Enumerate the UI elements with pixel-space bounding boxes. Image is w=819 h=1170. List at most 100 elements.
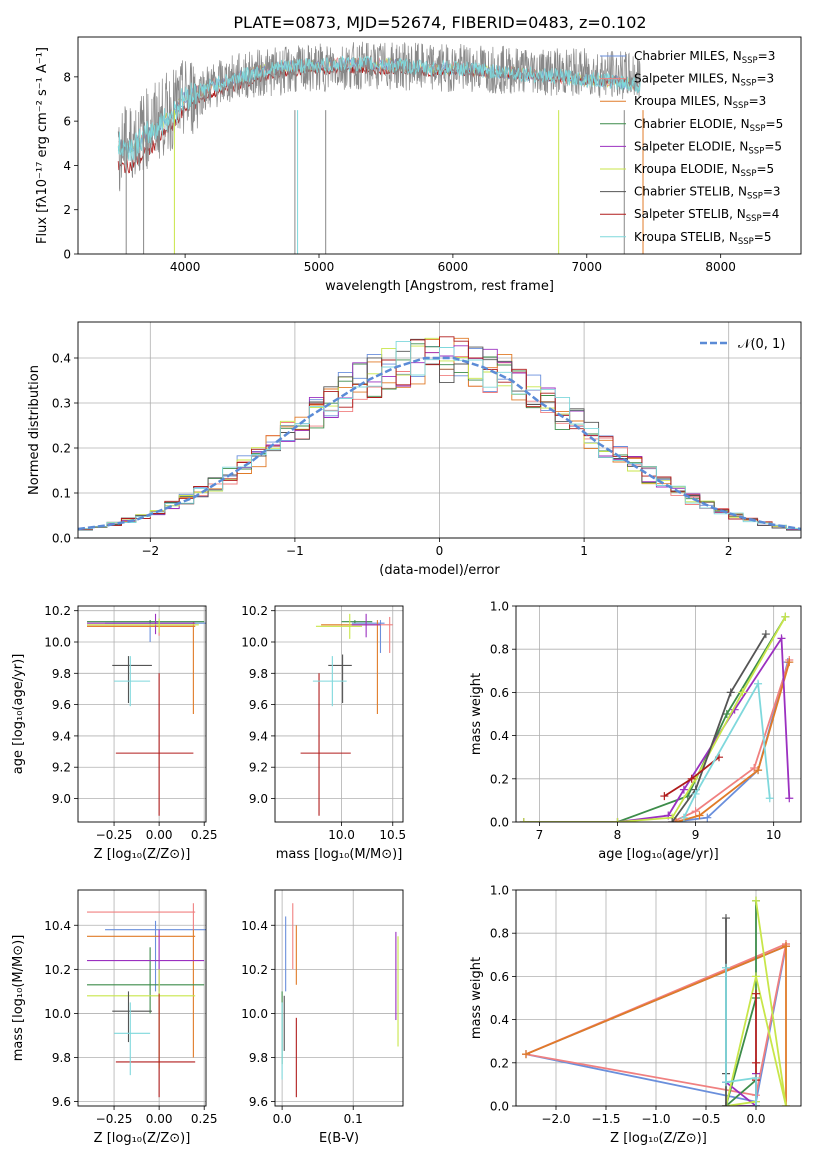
y-tick-label: 0.0 — [490, 1100, 509, 1114]
x-tick-label: −1.5 — [591, 1112, 620, 1126]
weight-marker — [679, 813, 688, 822]
weight-line — [675, 661, 791, 822]
weight-line — [523, 616, 787, 822]
residual-legend: 𝒩(0, 1) — [700, 337, 785, 352]
plot-area-spectrum — [117, 41, 644, 254]
y-axis-label: age [log₁₀(age/yr)] — [11, 654, 26, 775]
x-tick-label: 0.25 — [191, 828, 218, 842]
weight-marker — [726, 688, 735, 697]
x-tick-label: −2 — [141, 544, 159, 558]
y-tick-label: 1.0 — [490, 600, 509, 614]
weight-line — [725, 900, 757, 1106]
y-tick-label: 0.8 — [490, 643, 509, 657]
spectrum-legend: Chabrier MILES, NSSP=3 Salpeter MILES, NS… — [600, 49, 783, 247]
y-tick-label: 9.2 — [249, 761, 268, 775]
x-tick-label: 5000 — [304, 260, 335, 274]
weight-line — [523, 616, 787, 822]
y-tick-label: 0.8 — [490, 927, 509, 941]
axes-weight-vs-z: −2.0 −1.5 −1.0 −0.5 0.0 0.0 0.2 0.4 0.6 0.8 1.0 Z [… — [469, 884, 802, 1146]
y-tick-label: 2 — [63, 203, 71, 217]
x-tick-label: −2.0 — [541, 1112, 570, 1126]
y-tick-label: 10.2 — [241, 963, 268, 977]
y-axis-label: mass weight — [469, 673, 484, 755]
legend-entry: Salpeter ELODIE, NSSP=5 — [634, 139, 782, 156]
x-axis-label: age [log₁₀(age/yr)] — [598, 847, 719, 862]
y-tick-label: 10.0 — [44, 636, 71, 650]
weight-marker — [754, 679, 763, 688]
x-tick-label: 0 — [436, 544, 444, 558]
y-axis-label: mass weight — [469, 957, 484, 1039]
y-tick-label: 9.6 — [52, 698, 71, 712]
y-tick-label: 8 — [63, 70, 71, 84]
y-tick-label: 9.4 — [52, 729, 71, 743]
x-tick-label: −1.0 — [641, 1112, 670, 1126]
y-tick-label: 10.4 — [241, 919, 268, 933]
weight-marker — [660, 792, 669, 801]
y-tick-label: 9.0 — [52, 792, 71, 806]
weight-marker — [754, 766, 763, 775]
legend-entry: Salpeter MILES, NSSP=3 — [634, 72, 774, 89]
plot-area-age-vs-z — [87, 613, 206, 816]
weight-marker — [738, 688, 747, 697]
x-tick-label: 6000 — [438, 260, 469, 274]
y-tick-label: 0.2 — [490, 1056, 509, 1070]
y-tick-label: 1.0 — [490, 884, 509, 898]
weight-line — [671, 633, 767, 822]
x-tick-label: −1 — [286, 544, 304, 558]
x-tick-label: 8000 — [705, 260, 736, 274]
y-tick-label: 4 — [63, 159, 71, 173]
x-tick-label: 9 — [692, 828, 700, 842]
weight-marker — [722, 710, 731, 718]
y-tick-label: 10.2 — [241, 604, 268, 618]
weight-line — [683, 680, 771, 819]
y-tick-label: 9.6 — [52, 1095, 71, 1109]
legend-entry: Chabrier ELODIE, NSSP=5 — [634, 117, 783, 134]
histogram-step — [78, 340, 801, 530]
y-axis-label: Flux [fλ10⁻¹⁷ erg cm⁻² s⁻¹ A⁻¹] — [35, 47, 50, 244]
x-tick-label: 1 — [580, 544, 588, 558]
y-tick-label: 9.4 — [249, 729, 268, 743]
axes-spectrum: 4000 5000 6000 7000 8000 0 2 4 6 8 wavelength [Ang… — [35, 36, 802, 294]
weight-marker — [722, 1102, 730, 1106]
weight-marker — [519, 818, 528, 822]
weight-marker — [752, 1102, 760, 1106]
weight-marker — [765, 794, 774, 803]
normal-curve — [78, 356, 801, 531]
x-tick-label: 10.5 — [379, 828, 406, 842]
y-tick-label: 10.2 — [44, 604, 71, 618]
y-tick-label: 9.8 — [249, 1051, 268, 1065]
axes-frame — [77, 321, 802, 539]
weight-marker — [687, 774, 696, 783]
y-tick-label: 10.4 — [44, 919, 71, 933]
y-tick-label: 0.2 — [52, 442, 71, 456]
plot-area-weight-vs-z — [522, 896, 790, 1106]
y-tick-label: 10.0 — [44, 1007, 71, 1021]
y-tick-label: 0.6 — [490, 686, 509, 700]
weight-marker — [695, 811, 704, 820]
axes-frame — [77, 605, 207, 823]
plot-area-mass-vs-z — [87, 903, 206, 1098]
x-axis-label: wavelength [Angstrom, rest frame] — [325, 279, 554, 294]
weight-marker — [777, 634, 786, 643]
x-tick-label: 0.25 — [191, 1112, 218, 1126]
weight-marker — [782, 942, 790, 951]
legend-entry: Chabrier MILES, NSSP=3 — [634, 49, 775, 66]
x-tick-label: 7000 — [572, 260, 603, 274]
weight-marker — [752, 972, 760, 981]
weight-marker — [752, 896, 760, 905]
y-tick-label: 0.4 — [52, 352, 71, 366]
legend-entry: 𝒩(0, 1) — [738, 337, 785, 352]
axes-age-vs-mass: 10.0 10.5 9.0 9.2 9.4 9.6 9.8 10.0 10.2 mass [log… — [241, 604, 406, 862]
weight-marker — [722, 963, 730, 972]
legend-entry: Chabrier STELIB, NSSP=3 — [634, 185, 781, 202]
weight-marker — [703, 813, 712, 822]
y-tick-label: 0.2 — [490, 772, 509, 786]
y-axis-label: Normed distribution — [27, 365, 42, 495]
legend-entry: Salpeter STELIB, NSSP=4 — [634, 207, 779, 224]
axes-residuals: −2 −1 0 1 2 0.0 0.1 0.2 0.3 0.4 (data-model)/error… — [27, 321, 802, 578]
x-tick-label: 0.0 — [273, 1112, 292, 1126]
x-axis-label: E(B-V) — [319, 1131, 359, 1146]
spectrum-line — [117, 64, 641, 174]
y-tick-label: 0.4 — [490, 729, 509, 743]
